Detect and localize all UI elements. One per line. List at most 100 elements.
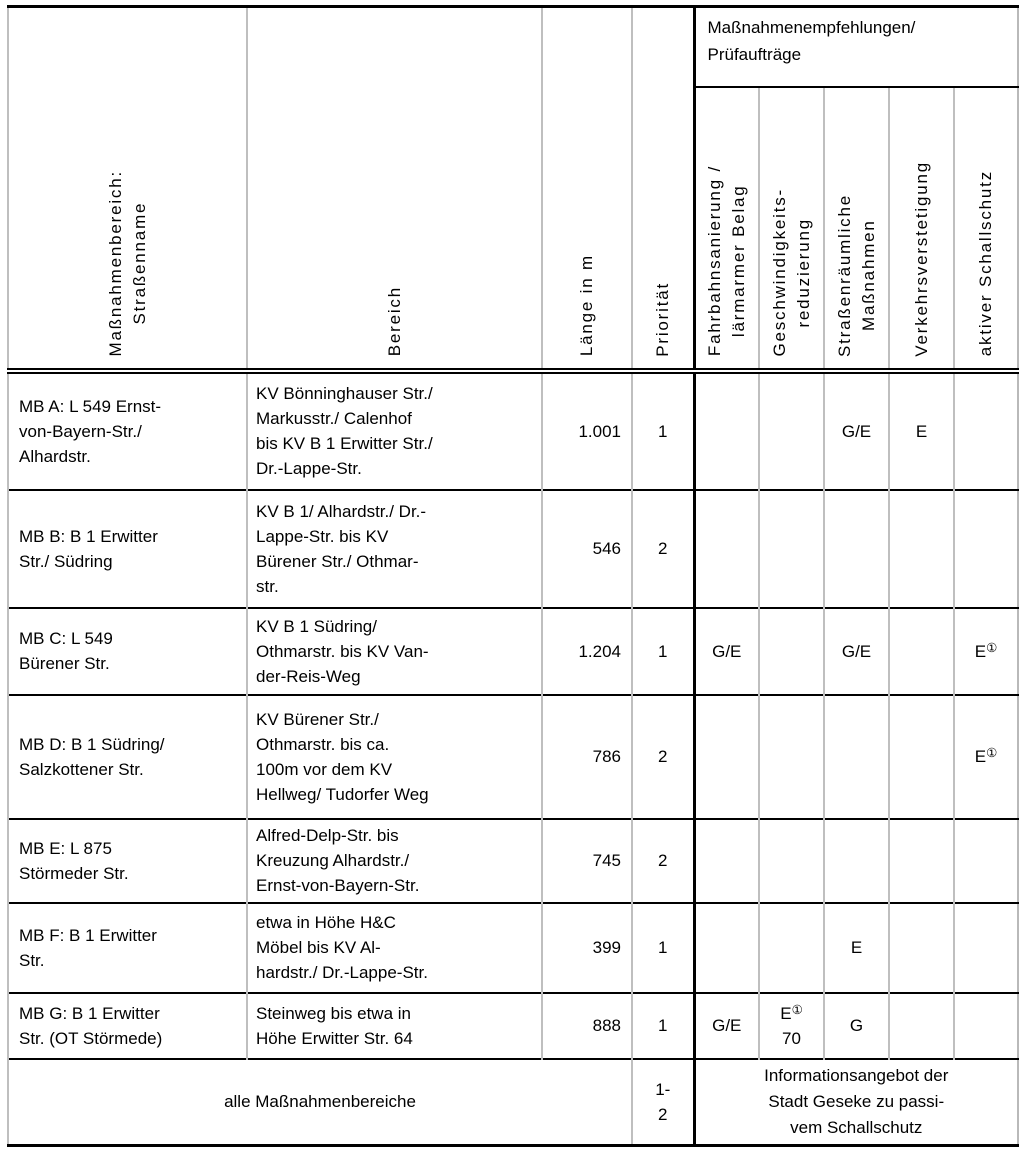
laenge-cell: 745 [541,817,632,903]
prioritaet-cell: 1 [631,606,694,695]
massnahmen-table: Maßnahmenbereich: Straßenname Bereich Lä… [7,5,1019,1147]
bereich-cell: KV B 1 Südring/ Othmarstr. bis KV Van- d… [246,606,542,695]
laenge-cell: 786 [541,693,632,819]
massnahmenbereich-cell: MB A: L 549 Ernst- von-Bayern-Str./ Alha… [7,369,247,490]
col-header-aktiver-schallschutz: aktiver Schallschutz [953,86,1018,374]
table-row-mb-d: MB D: B 1 Südring/ Salzkottener Str. KV … [7,693,1018,819]
fahrbahnsanierung-cell [692,901,759,993]
geschwindigkeitsreduzierung-cell [758,488,824,608]
col-header-bereich-label: Bereich [384,286,404,357]
prioritaet-cell: 1 [631,991,694,1059]
verkehrsverstetigung-cell [888,901,954,993]
prioritaet-cell: 2 [631,488,694,608]
massnahmenbereich-cell: MB E: L 875 Störmeder Str. [7,817,247,903]
massnahmenbereich-cell: MB D: B 1 Südring/ Salzkottener Str. [7,693,247,819]
prioritaet-cell: 2 [631,817,694,903]
geschwindigkeitsreduzierung-cell: E① 70 [758,991,824,1059]
bereich-cell: Alfred-Delp-Str. bis Kreuzung Alhardstr.… [246,817,542,903]
fahrbahnsanierung-cell [692,488,759,608]
footnote-1-marker: ① [986,746,998,760]
col-header-massnahmenbereich-label: Maßnahmenbereich: Straßenname [105,169,149,357]
geschwindigkeitsreduzierung-cell [758,817,824,903]
col-header-massnahmenbereich: Maßnahmenbereich: Straßenname [7,6,247,374]
prioritaet-cell: 2 [631,693,694,819]
table-row-mb-g: MB G: B 1 Erwitter Str. (OT Störmede) St… [7,991,1018,1059]
verkehrsverstetigung-cell [888,693,954,819]
aktiver-schallschutz-cell [953,488,1018,608]
verkehrsverstetigung-cell [888,488,954,608]
table-header: Maßnahmenbereich: Straßenname Bereich Lä… [7,6,1018,374]
bereich-cell: KV Bürener Str./ Othmarstr. bis ca. 100m… [246,693,542,819]
bereich-cell: KV B 1/ Alhardstr./ Dr.- Lappe-Str. bis … [246,488,542,608]
strassenraeumliche-massnahmen-cell: G/E [823,606,889,695]
table-row-summary: alle Maßnahmenbereiche 1- 2 Informations… [7,1057,1018,1146]
aktiver-schallschutz-cell: E① [953,606,1018,695]
table-row-mb-a: MB A: L 549 Ernst- von-Bayern-Str./ Alha… [7,369,1018,490]
fahrbahnsanierung-cell [692,693,759,819]
laenge-cell: 399 [541,901,632,993]
table-body: MB A: L 549 Ernst- von-Bayern-Str./ Alha… [7,369,1018,1146]
footnote-1-marker: ① [986,640,998,655]
col-header-strassenraeumliche-massnahmen: Straßenräumliche Maßnahmen [823,86,889,374]
aktiver-schallschutz-cell [953,817,1018,903]
col-header-verkehrsverstetigung: Verkehrsverstetigung [888,86,954,374]
geschwindigkeitsreduzierung-cell [758,901,824,993]
verkehrsverstetigung-cell: E [888,369,954,490]
col-header-fahrbahnsanierung: Fahrbahnsanierung / lärmarmer Belag [692,86,759,374]
aktiver-schallschutz-cell: E① [953,693,1018,819]
group-header-massnahmenempfehlungen: Maßnahmenempfehlungen/ Prüfaufträge [692,6,1018,88]
laenge-cell: 888 [541,991,632,1059]
col-header-laenge-label: Länge in m [577,254,596,357]
fahrbahnsanierung-cell [692,817,759,903]
header-row-measures: Fahrbahnsanierung / lärmarmer Belag Gesc… [8,86,1018,374]
table-row-mb-c: MB C: L 549 Bürener Str. KV B 1 Südring/… [7,606,1018,695]
bereich-cell: KV Bönninghauser Str./ Markusstr./ Calen… [246,369,542,490]
massnahmenbereich-cell: MB F: B 1 Erwitter Str. [7,901,247,993]
massnahmenbereich-cell: MB B: B 1 Erwitter Str./ Südring [7,488,247,608]
col-header-prioritaet: Priorität [631,6,694,374]
strassenraeumliche-massnahmen-cell [823,488,889,608]
strassenraeumliche-massnahmen-cell [823,817,889,903]
bereich-cell: Steinweg bis etwa in Höhe Erwitter Str. … [246,991,542,1059]
fahrbahnsanierung-cell [692,369,759,490]
fahrbahnsanierung-cell: G/E [692,991,759,1059]
massnahmenbereich-cell: MB C: L 549 Bürener Str. [7,606,247,695]
footnote-1-marker: ① [791,1002,803,1017]
prioritaet-cell: 1 [631,369,694,490]
col-header-prioritaet-label: Priorität [652,281,672,357]
verkehrsverstetigung-cell [888,817,954,903]
verkehrsverstetigung-cell [888,991,954,1059]
header-row-group: Maßnahmenbereich: Straßenname Bereich Lä… [7,6,1018,374]
verkehrsverstetigung-cell [888,606,954,695]
geschwindigkeitsreduzierung-cell [758,369,824,490]
laenge-cell: 1.204 [541,606,632,695]
strassenraeumliche-massnahmen-cell: E [823,901,889,993]
col-header-verkehrsverstetigung-label: Verkehrsverstetigung [911,160,931,357]
aktiver-schallschutz-cell [953,369,1018,490]
strassenraeumliche-massnahmen-cell: G/E [823,369,889,490]
summary-info-cell: Informationsangebot der Stadt Geseke zu … [692,1057,1018,1146]
col-header-geschwindigkeitsreduzierung-label: Geschwindigkeits- reduzierung [769,187,813,357]
massnahmenbereich-cell: MB G: B 1 Erwitter Str. (OT Störmede) [7,991,247,1059]
col-header-strassenraeumliche-massnahmen-label: Straßenräumliche Maßnahmen [834,193,878,357]
strassenraeumliche-massnahmen-cell: G [823,991,889,1059]
laenge-cell: 1.001 [541,369,632,490]
table-row-mb-b: MB B: B 1 Erwitter Str./ Südring KV B 1/… [7,488,1018,608]
summary-label-cell: alle Maßnahmenbereiche [7,1057,632,1146]
geschwindigkeitsreduzierung-cell [758,606,824,695]
bereich-cell: etwa in Höhe H&C Möbel bis KV Al- hardst… [246,901,542,993]
col-header-geschwindigkeitsreduzierung: Geschwindigkeits- reduzierung [758,86,824,374]
col-header-fahrbahnsanierung-label: Fahrbahnsanierung / lärmarmer Belag [704,165,748,357]
col-header-aktiver-schallschutz-label: aktiver Schallschutz [976,170,995,357]
strassenraeumliche-massnahmen-cell [823,693,889,819]
table-row-mb-e: MB E: L 875 Störmeder Str. Alfred-Delp-S… [7,817,1018,903]
col-header-bereich: Bereich [246,6,542,374]
summary-prioritaet-cell: 1- 2 [631,1057,694,1146]
fahrbahnsanierung-cell: G/E [692,606,759,695]
prioritaet-cell: 1 [631,901,694,993]
col-header-laenge: Länge in m [541,6,632,374]
aktiver-schallschutz-cell [953,991,1018,1059]
aktiver-schallschutz-cell [953,901,1018,993]
laenge-cell: 546 [541,488,632,608]
geschwindigkeitsreduzierung-cell [758,693,824,819]
